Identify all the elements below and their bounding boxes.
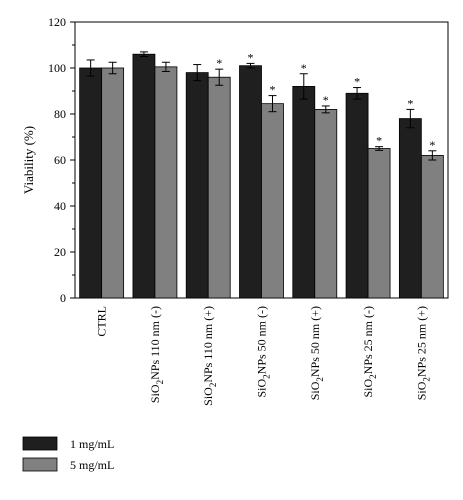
legend: 1 mg/mL 5 mg/mL [22, 436, 114, 472]
significance-marker: * [216, 56, 222, 70]
x-tick-label: SiO2NPs 25 nm (+) [414, 306, 431, 400]
significance-marker: * [248, 50, 254, 64]
x-tick-label: SiO2NPs 110 nm (+) [201, 306, 218, 406]
x-tick-label-subscript: 2 [315, 377, 325, 382]
bar-1mg-2 [185, 72, 209, 299]
x-tick-label-subscript: 2 [368, 374, 378, 379]
significance-marker: * [354, 75, 360, 89]
bars: * * * * * * * * * [79, 50, 444, 299]
x-tick-label-suffix: NPs 25 nm (-) [361, 306, 375, 374]
x-tick-label-subscript: 2 [155, 380, 165, 385]
x-tick-label-text: SiO [201, 387, 215, 406]
x-tick-label-text: SiO [361, 379, 375, 398]
bar-1mg-1 [132, 53, 156, 299]
bar-1mg-4 [292, 86, 316, 299]
bar-5mg-2 [207, 76, 231, 299]
legend-label-0: 1 mg/mL [70, 437, 114, 451]
legend-swatch-1 [22, 457, 58, 472]
bar-5mg-6 [420, 154, 444, 299]
y-tick-label: 60 [54, 153, 66, 167]
bar-5mg-0 [101, 67, 125, 299]
y-tick-label: 100 [48, 61, 66, 75]
significance-marker: * [323, 93, 329, 107]
bar-5mg-3 [261, 103, 284, 299]
x-tick-label-suffix: NPs 50 nm (-) [255, 306, 269, 374]
y-tick-label: 0 [60, 291, 66, 305]
y-tick-label: 120 [48, 15, 66, 29]
bar-5mg-5 [367, 148, 391, 299]
legend-label-1: 5 mg/mL [70, 458, 114, 472]
bar-1mg-6 [398, 118, 422, 299]
bar-1mg-5 [345, 92, 369, 299]
significance-marker: * [429, 138, 435, 152]
y-axis-label: Viability (%) [21, 126, 36, 194]
y-tick-label: 80 [54, 107, 66, 121]
significance-marker: * [301, 61, 307, 75]
x-tick-label-text: SiO [148, 384, 162, 403]
significance-marker: * [407, 96, 413, 110]
x-tick-label: SiO2NPs 50 nm (-) [255, 306, 272, 398]
x-tick-label-text: SiO [308, 381, 322, 400]
significance-marker: * [376, 134, 382, 148]
x-tick-label-suffix: NPs 110 nm (+) [201, 306, 215, 383]
x-tick-label-text: SiO [255, 379, 269, 398]
bar-1mg-3 [239, 65, 262, 299]
x-tick-label-subscript: 2 [262, 374, 272, 379]
x-tick-label-suffix: NPs 50 nm (+) [308, 306, 322, 377]
x-tick-label-suffix: NPs 25 nm (+) [414, 306, 428, 377]
legend-swatch-0 [22, 436, 58, 451]
bar-1mg-0 [79, 67, 103, 299]
x-tick-label-text: CTRL [95, 306, 109, 337]
bar-5mg-1 [154, 66, 178, 299]
x-tick-label: SiO2NPs 110 nm (-) [148, 306, 165, 403]
bar-5mg-4 [314, 109, 338, 299]
x-tick-label: CTRL [95, 306, 109, 337]
x-tick-label: SiO2NPs 50 nm (+) [308, 306, 325, 400]
y-tick-label: 40 [54, 199, 66, 213]
significance-marker: * [270, 83, 276, 97]
y-tick-label: 20 [54, 245, 66, 259]
x-tick-label: SiO2NPs 25 nm (-) [361, 306, 378, 398]
x-tick-label-subscript: 2 [208, 383, 218, 388]
x-tick-label-text: SiO [414, 381, 428, 400]
x-tick-label-suffix: NPs 110 nm (-) [148, 306, 162, 380]
x-tick-label-subscript: 2 [421, 377, 431, 382]
